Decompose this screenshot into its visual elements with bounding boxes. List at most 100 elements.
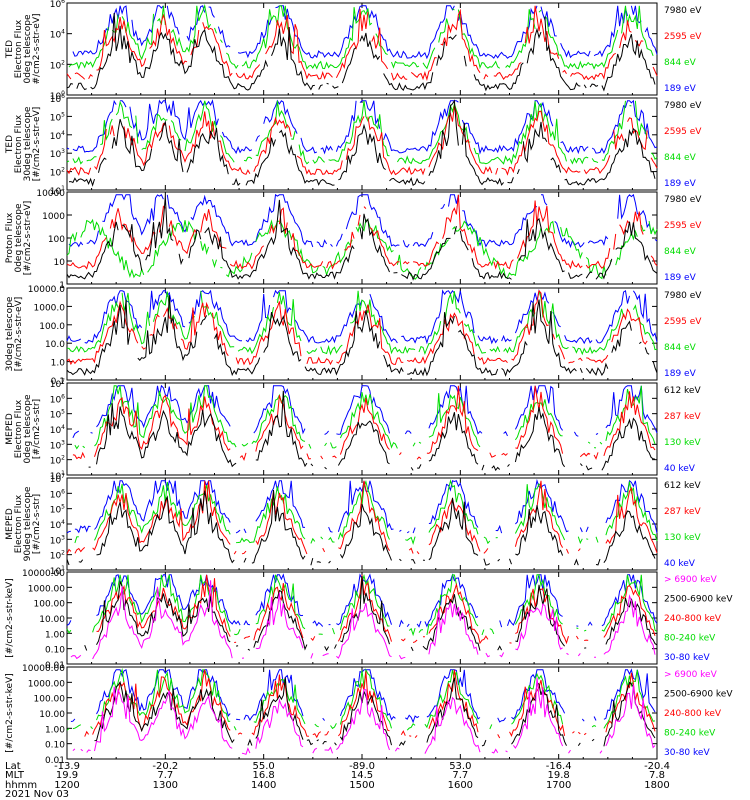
y-tick-label: 1.00 [45,630,65,640]
legend-entry: 2595 eV [664,221,702,231]
x-label-hhmm: 1300 [153,780,178,791]
panel-frame [67,3,657,95]
legend-entry: 844 eV [664,247,697,257]
y-tick-label: 10000 [36,189,65,199]
legend-entry: 40 keV [664,464,696,474]
y-axis-label: [#/cm2-s-str-keV] [5,673,15,752]
legend-entry: 189 eV [664,179,697,189]
legend-entry: 287 keV [664,507,701,517]
y-tick-label: 105 [50,504,65,516]
legend-entry: 130 keV [664,533,701,543]
series-line-red [67,195,657,269]
y-tick-label: 100.00 [34,695,66,705]
y-tick-label: 103 [50,439,65,451]
series-line-black [67,197,657,280]
legend-entry: 844 eV [664,343,697,353]
legend-entry: 80-240 keV [664,634,716,644]
y-tick-label: 105 [50,111,65,123]
y-axis-label: [#/cm2-s-str-eV] [14,297,24,372]
legend-entry: > 6900 keV [664,575,718,585]
y-tick-label: 1.0 [51,359,66,369]
y-tick-label: 1.00 [45,725,65,735]
y-tick-label: 102 [50,59,65,71]
panel-1: 106104102100TED Electron Flux 0deg telesco… [5,0,702,102]
series-line-black [67,295,657,375]
y-tick-label: 1000.00 [28,679,65,689]
y-tick-label: 104 [50,29,65,41]
x-label-hhmm: 1400 [251,780,276,791]
y-tick-label: 102 [50,550,65,562]
y-tick-label: 10000.00 [22,664,65,674]
y-tick-label: 106 [50,488,65,500]
y-tick-label: 10 [54,258,66,268]
y-tick-label: 100 [48,235,65,245]
y-tick-label: 102 [50,167,65,179]
legend-entry: 189 eV [664,84,697,94]
panel-5: 107106105104103102101MEPED Electron Flux 0… [5,378,701,482]
y-tick-label: 100.00 [34,600,66,610]
y-tick-label: 107 [50,378,65,390]
panel-frame [67,98,657,190]
x-label-hhmm: 1800 [644,780,669,791]
y-tick-label: 10000.0 [28,285,65,295]
y-axis-label: [#/cm2-s-str-eV] [32,107,42,182]
x-label-hhmm: 1600 [448,780,473,791]
panels: 106104102100TED Electron Flux 0deg telesco… [5,0,733,766]
y-tick-label: 0.10 [45,646,65,656]
legend-entry: 2595 eV [664,32,702,42]
legend-entry: 844 eV [664,153,697,163]
y-axis-label: [#/cm2-s-str-eV] [23,201,33,276]
y-axis-label: [#/cm2-s-str] [32,494,42,554]
legend-entry: 240-800 keV [664,614,722,624]
legend-entry: 2500-6900 keV [664,595,733,605]
legend-entry: 844 eV [664,58,697,68]
x-axis-labels: Lat MLT hhmm 2021 Nov 03 -13.9 -20.2 55.0 -… [5,761,670,800]
legend-entry: 287 keV [664,412,701,422]
y-tick-label: 1000.0 [34,303,66,313]
legend-entry: 612 keV [664,481,701,491]
y-axis-label: [#/cm2-s-str] [32,399,42,459]
legend-entry: 130 keV [664,438,701,448]
legend-entry: > 6900 keV [664,670,718,680]
y-axis-label: #/cm2-s-str-eV] [32,14,42,85]
panel-frame [67,383,657,475]
legend-entry: 30-80 keV [664,748,710,758]
legend-entry: 240-800 keV [664,709,722,719]
legend-entry: 80-240 keV [664,729,716,739]
y-tick-label: 10000.00 [22,569,65,579]
y-tick-label: 104 [50,130,65,142]
legend-entry: 7980 eV [664,291,702,301]
y-tick-label: 103 [50,148,65,160]
legend-entry: 30-80 keV [664,653,710,663]
y-tick-label: 102 [50,455,65,467]
panel-4: 10000.0 1000.0 100.0 10.0 1.0 0.1 30deg telesc… [5,285,702,387]
y-axis-label: [#/cm2-s-str-keV] [5,578,15,657]
x-label-hhmm: 1500 [349,780,374,791]
legend-entry: 2595 eV [664,317,702,327]
y-tick-label: 104 [50,424,65,436]
legend-entry: 2500-6900 keV [664,690,733,700]
y-tick-label: 106 [50,93,65,105]
y-tick-label: 10.00 [39,710,65,720]
panel-3: 10000 1000 100 10 1 Proton Flux 0deg telescope… [5,189,702,291]
y-tick-label: 104 [50,519,65,531]
legend-entry: 7980 eV [664,6,702,16]
panel-8: 10000.001000.00100.0010.001.000.100.01[#… [5,664,733,766]
panel-6: 107106105104103102101MEPED Electron Flux 9… [5,473,701,577]
y-tick-label: 106 [50,0,65,10]
legend-entry: 7980 eV [664,101,702,111]
y-tick-label: 10.00 [39,615,65,625]
legend-entry: 612 keV [664,386,701,396]
y-tick-label: 1000 [42,212,65,222]
y-tick-label: 103 [50,534,65,546]
legend-entry: 7980 eV [664,195,702,205]
figure: 106104102100TED Electron Flux 0deg telesco… [0,0,750,800]
legend-entry: 189 eV [664,369,697,379]
x-label-hhmm: 1700 [546,780,571,791]
y-tick-label: 107 [50,473,65,485]
panel-7: 10000.001000.00100.0010.001.000.100.01[#… [5,569,733,671]
y-tick-label: 100.0 [39,322,65,332]
series-line-green [67,220,657,279]
y-tick-label: 10.0 [45,340,65,350]
